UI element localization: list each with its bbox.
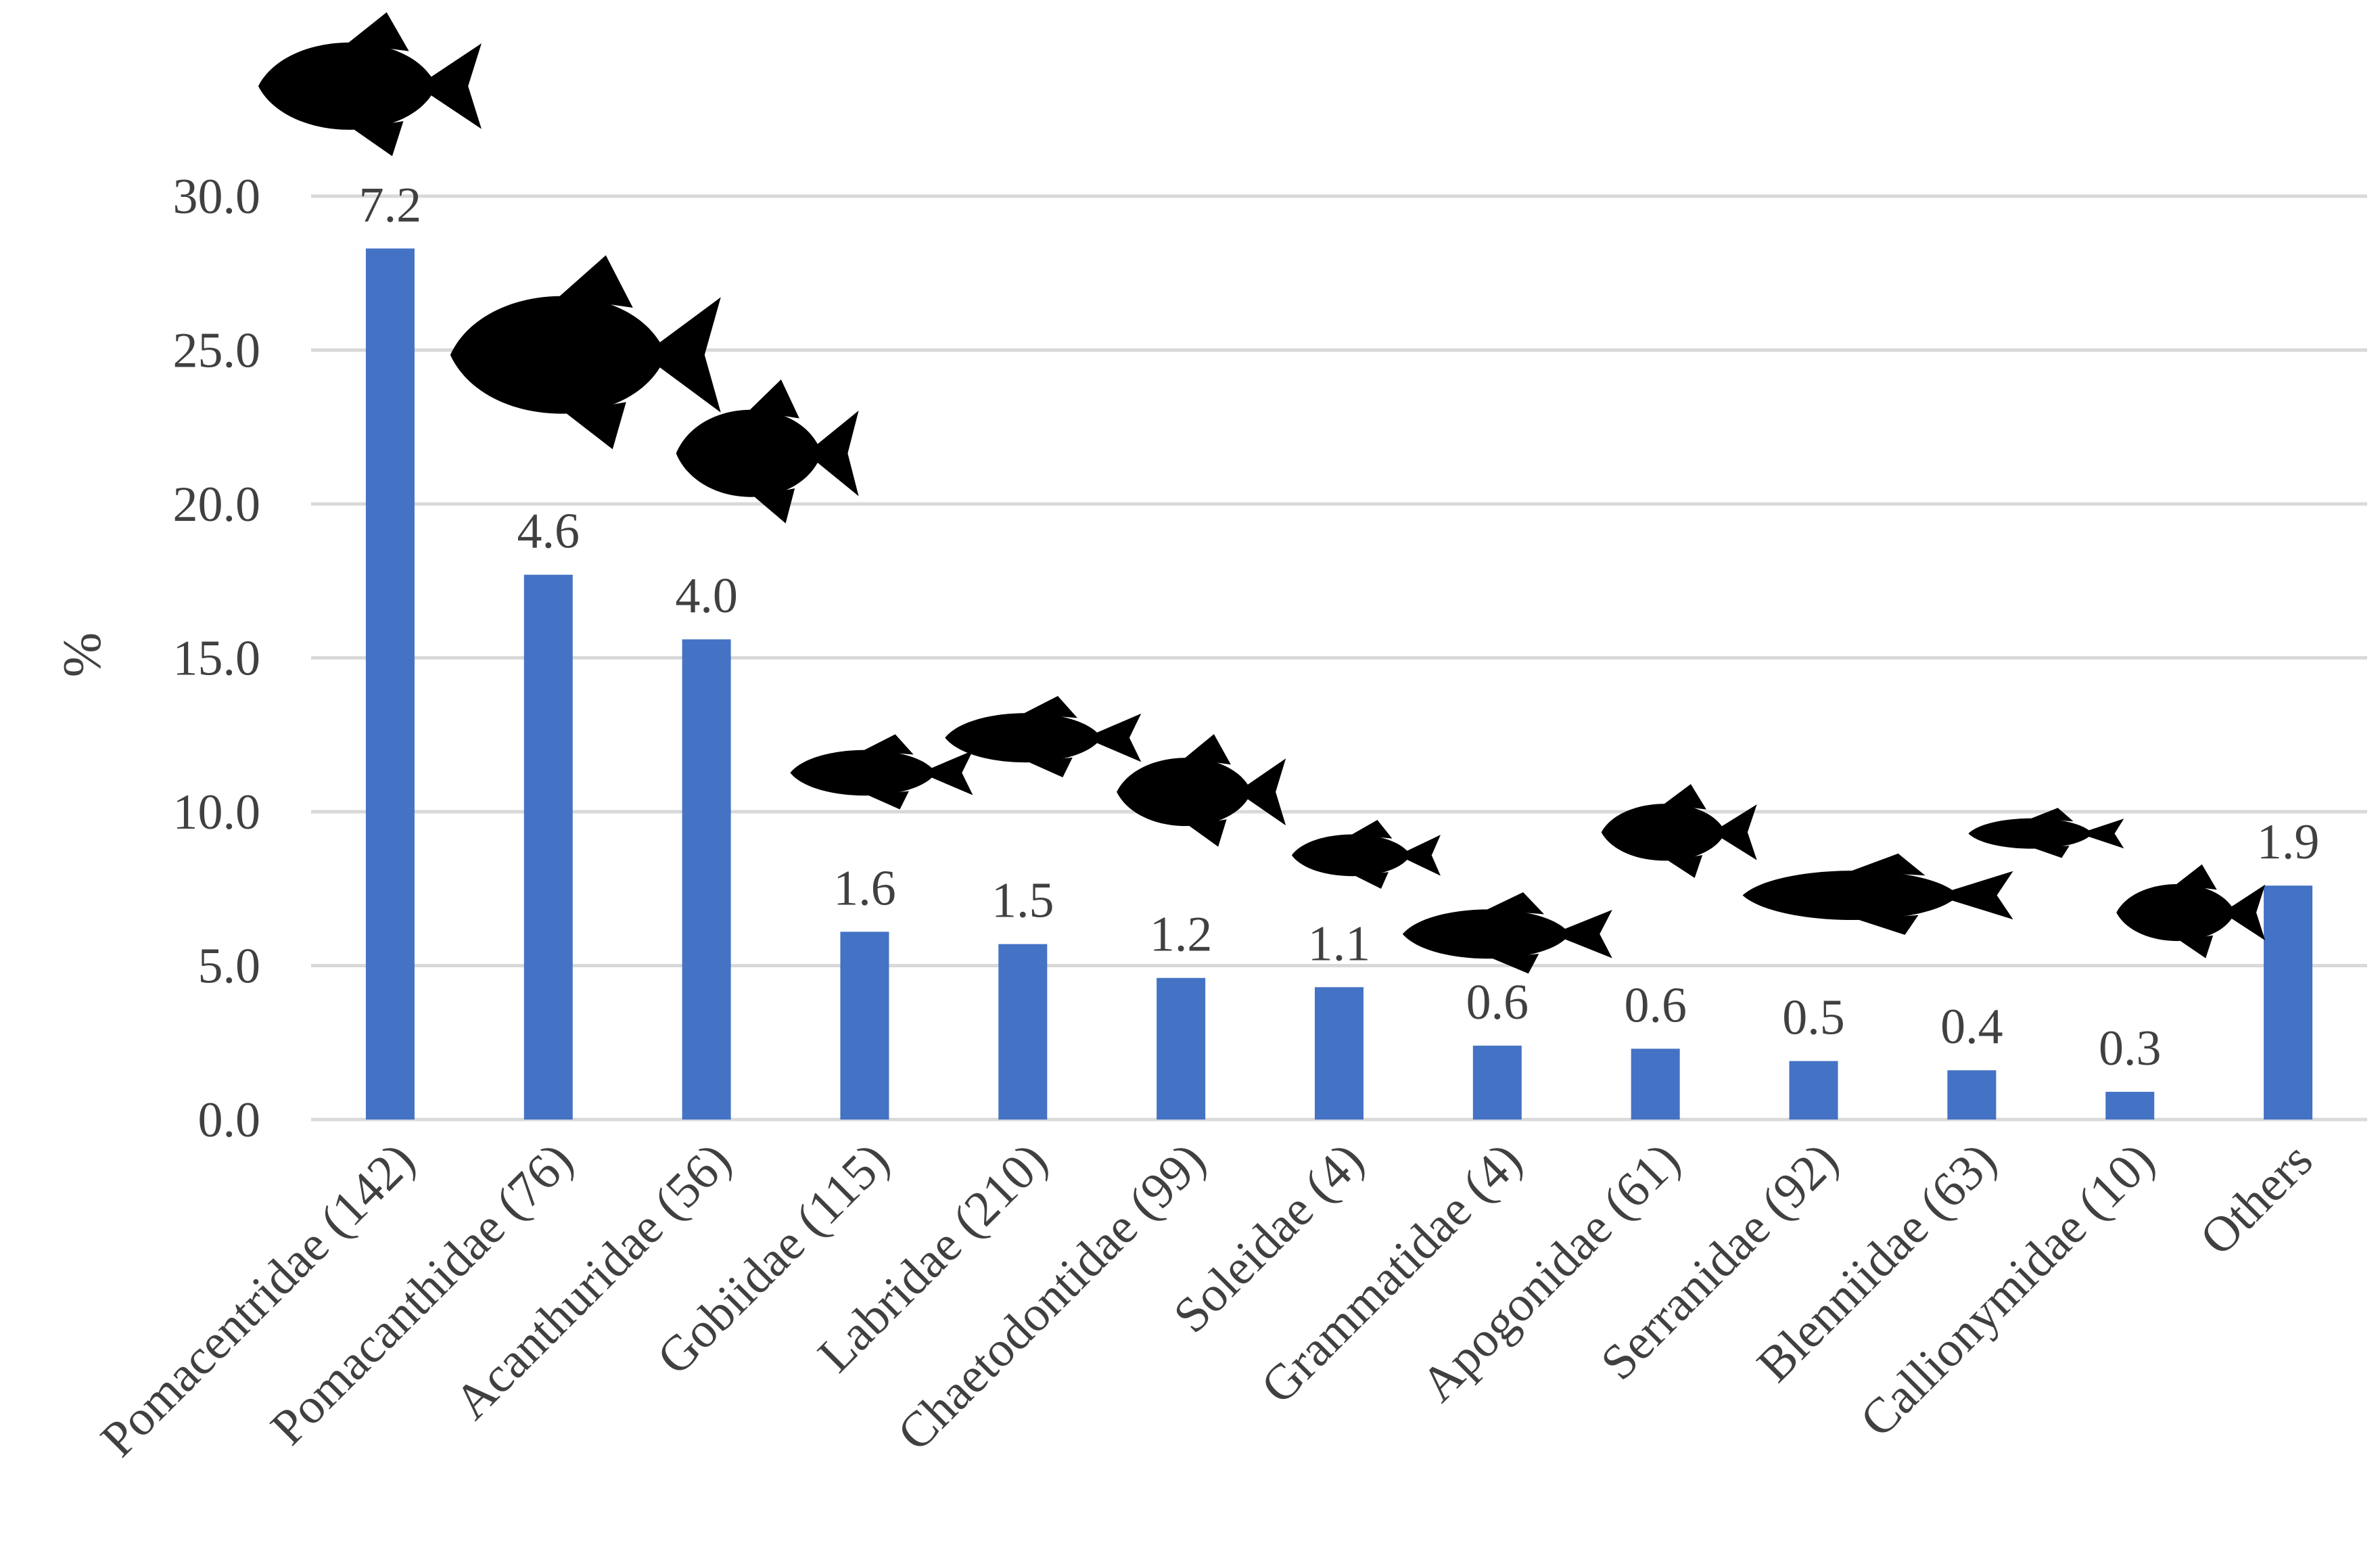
data-label: 0.5	[1782, 990, 1845, 1046]
y-tick-label: 5.0	[198, 939, 261, 994]
blenny-silhouette-icon	[1968, 808, 2124, 858]
data-label: 4.0	[675, 568, 738, 624]
category-label: Chaetodontidae (99)	[887, 1132, 1217, 1462]
data-label: 1.2	[1150, 907, 1213, 963]
sole-silhouette-icon	[1292, 820, 1441, 889]
bar	[998, 944, 1048, 1120]
y-tick-label: 0.0	[198, 1092, 261, 1148]
damselfish-silhouette-icon	[258, 12, 482, 156]
bar	[1789, 1061, 1838, 1120]
y-tick-label: 30.0	[173, 169, 261, 225]
bar	[1947, 1070, 1997, 1120]
fish-silhouettes	[258, 12, 2266, 974]
y-tick-label: 10.0	[173, 785, 261, 840]
grouper-silhouette-icon	[1742, 853, 2013, 936]
butterflyfish-silhouette-icon	[1117, 734, 1286, 847]
bar	[1157, 977, 1206, 1120]
bar	[1315, 987, 1363, 1120]
bar	[2264, 885, 2313, 1120]
bar	[523, 574, 573, 1120]
data-label: 1.1	[1308, 916, 1371, 971]
dragonet-silhouette-icon	[2116, 864, 2266, 959]
category-label: Pomacentridae (142)	[91, 1132, 425, 1467]
bar	[2105, 1092, 2155, 1120]
y-tick-labels: 0.0 5.0 10.0 15.0 20.0 25.0 30.0	[173, 169, 261, 1148]
y-tick-label: 20.0	[173, 477, 261, 532]
data-label: 1.5	[991, 873, 1054, 929]
bar	[682, 639, 731, 1120]
bars	[365, 248, 2313, 1120]
category-label: Pomacanthidae (76)	[260, 1132, 584, 1456]
data-label: 1.9	[2257, 814, 2320, 870]
data-label: 0.6	[1466, 975, 1529, 1030]
data-label: 0.4	[1940, 999, 2003, 1055]
wrasse-silhouette-icon	[945, 695, 1142, 778]
y-tick-label: 25.0	[173, 323, 261, 379]
data-label: 0.6	[1624, 977, 1687, 1033]
y-tick-label: 15.0	[173, 631, 261, 687]
data-label: 0.3	[2099, 1021, 2162, 1076]
y-axis-label: %	[53, 632, 112, 678]
angelfish-silhouette-icon	[450, 255, 721, 450]
cardinalfish-silhouette-icon	[1601, 784, 1757, 878]
data-label: 7.2	[359, 177, 422, 233]
category-label: Callionymidae (10)	[1850, 1132, 2165, 1448]
data-label: 4.6	[517, 504, 580, 559]
bar	[1631, 1048, 1680, 1120]
category-label: Others	[2190, 1132, 2323, 1266]
data-labels: 7.2 4.6 4.0 1.6 1.5 1.2 1.1 0.6 0.6 0.5 0.4 0.3 1.9	[359, 177, 2320, 1076]
surgeonfish-silhouette-icon	[676, 379, 859, 524]
bar	[1472, 1045, 1522, 1120]
data-label: 1.6	[833, 860, 896, 916]
basslet-silhouette-icon	[1402, 892, 1612, 974]
category-labels: Pomacentridae (142)Pomacanthidae (76)Aca…	[91, 1132, 2323, 1467]
bar	[840, 931, 889, 1120]
goby-silhouette-icon	[790, 734, 973, 810]
category-label: Acanthuridae (56)	[444, 1132, 742, 1430]
bar	[365, 248, 415, 1120]
